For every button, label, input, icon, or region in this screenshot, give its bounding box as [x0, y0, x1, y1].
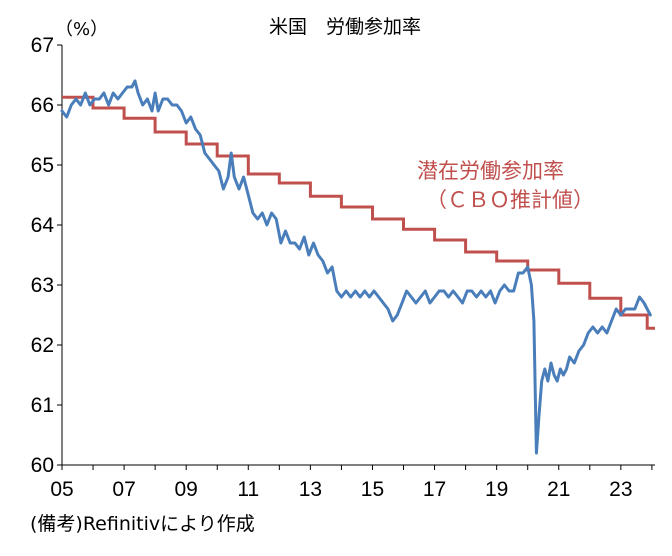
y-tick-label: 63 [31, 274, 54, 297]
cbo-annotation-line1: 潜在労働参加率 [417, 159, 564, 183]
x-axis-ticks: 05 07 09 11 13 15 17 19 21 23 [50, 465, 653, 501]
y-tick-label: 64 [31, 214, 55, 237]
x-tick-label: 17 [423, 478, 446, 501]
source-note: (備考)Refinitivにより作成 [30, 513, 255, 535]
x-tick-label: 19 [485, 478, 508, 501]
y-tick-label: 65 [31, 154, 54, 177]
x-tick-label: 15 [361, 478, 384, 501]
x-tick-label: 13 [299, 478, 322, 501]
x-tick-label: 23 [609, 478, 632, 501]
y-unit-label: （%） [55, 19, 108, 40]
x-tick-label: 07 [112, 478, 135, 501]
y-tick-label: 61 [31, 394, 54, 417]
cbo-annotation-line2: （ＣＢＯ推計値） [426, 188, 594, 212]
chart-title: 米国 労働参加率 [269, 16, 421, 38]
actual-participation-rate-line [60, 79, 652, 455]
x-tick-label: 11 [237, 478, 259, 501]
x-tick-label: 21 [547, 478, 570, 501]
x-tick-label: 09 [175, 478, 198, 501]
y-tick-label: 62 [31, 334, 54, 357]
y-tick-label: 66 [31, 94, 54, 117]
y-tick-label: 67 [31, 34, 54, 57]
cbo-potential-rate-line [62, 95, 655, 330]
y-axis-ticks: 60 61 62 63 64 65 66 67 [31, 34, 62, 477]
y-tick-label: 60 [31, 454, 54, 477]
x-tick-label: 05 [50, 478, 73, 501]
